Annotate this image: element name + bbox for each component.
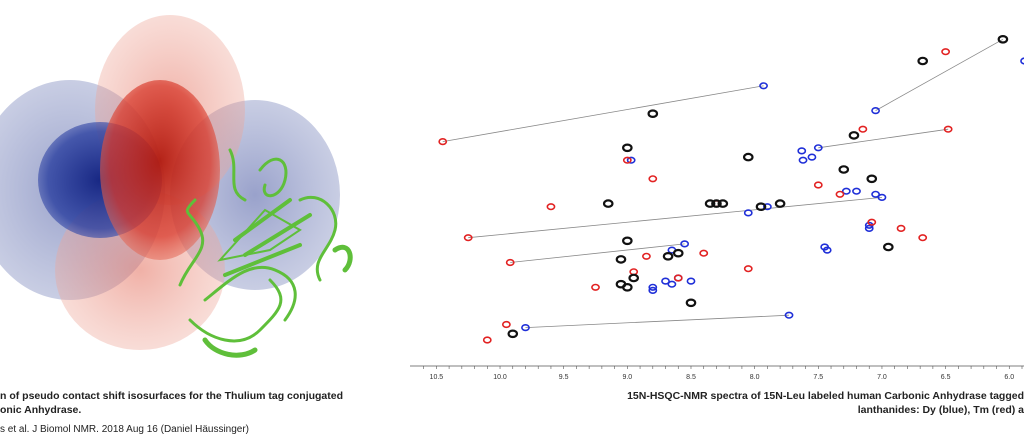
- x-tick-label: 7.0: [877, 374, 887, 381]
- connector-line-4: [510, 243, 685, 263]
- peak-series-0-12: [762, 203, 772, 211]
- connector-line-0: [442, 85, 764, 142]
- protein-cartoon: [178, 148, 353, 358]
- peak-series-0-17: [822, 246, 832, 254]
- peak-series-1-5: [648, 175, 658, 183]
- pcs-isosurface-figure: [0, 15, 353, 358]
- x-axis: 10.5 10.0 9.5 9.0 8.5 8.0 7.5 7.0 6.5 6.0: [410, 365, 1024, 381]
- assignment-connectors: [442, 38, 1004, 328]
- peak-series-2-6: [838, 165, 850, 174]
- peak-series-2-1: [917, 56, 928, 66]
- peak-series-0-25: [521, 324, 530, 332]
- peak-series-0-5: [813, 144, 823, 152]
- spectrum-caption-line-2: lanthanides: Dy (blue), Tm (red) a: [857, 404, 1024, 416]
- peak-series-2-19: [622, 282, 633, 292]
- peak-series-2-23: [755, 202, 767, 212]
- peak-series-2-15: [615, 255, 627, 264]
- peak-series-1-16: [743, 265, 753, 273]
- peak-series-2-8: [602, 199, 614, 208]
- x-tick-label: 9.0: [622, 374, 632, 381]
- x-tick-label: 6.0: [1004, 374, 1014, 381]
- peak-series-2-20: [685, 298, 697, 308]
- peak-series-2-5: [742, 152, 754, 162]
- peak-series-1-18: [673, 274, 683, 282]
- peak-series-2-16: [883, 242, 894, 252]
- peak-series-0-26: [1020, 57, 1024, 65]
- connector-line-1: [875, 38, 1004, 111]
- peak-series-0-14: [680, 240, 690, 248]
- peak-series-1-21: [482, 336, 492, 344]
- peak-series-2-3: [848, 131, 860, 140]
- peak-series-2-0: [997, 34, 1009, 44]
- peak-points: [438, 34, 1024, 344]
- peak-series-0-4: [807, 153, 817, 161]
- peak-series-2-22: [662, 251, 674, 261]
- peak-series-1-9: [813, 181, 823, 189]
- peak-series-1-12: [867, 218, 877, 226]
- peak-series-0-20: [661, 277, 670, 285]
- peak-series-1-11: [896, 224, 906, 232]
- peak-series-2-12: [704, 199, 716, 208]
- peak-series-0-21: [648, 283, 658, 291]
- x-tick-label: 7.5: [813, 374, 823, 381]
- peak-series-1-0: [941, 48, 951, 56]
- hsqc-spectrum-chart: 10.5 10.0 9.5 9.0 8.5 8.0 7.5 7.0 6.5 6.0: [410, 34, 1024, 381]
- peak-series-0-22: [686, 277, 696, 285]
- connector-line-2: [818, 128, 949, 149]
- peak-series-1-13: [918, 234, 928, 242]
- peak-series-2-17: [628, 273, 639, 283]
- peak-series-0-0: [759, 82, 768, 90]
- peak-series-1-10: [463, 234, 473, 242]
- peak-series-1-1: [438, 138, 448, 146]
- peak-series-0-1: [871, 106, 880, 115]
- left-credit: s et al. J Biomol NMR. 2018 Aug 16 (Dani…: [0, 424, 250, 435]
- peak-series-2-4: [622, 143, 633, 153]
- peak-series-2-2: [647, 109, 659, 119]
- peak-series-0-9: [871, 190, 880, 198]
- peak-series-2-9: [774, 199, 786, 208]
- peak-series-0-3: [798, 156, 808, 164]
- peak-series-1-3: [943, 125, 953, 133]
- x-tick-label: 10.0: [493, 374, 507, 381]
- peak-series-0-6: [626, 156, 636, 164]
- peak-series-2-11: [717, 199, 729, 208]
- peak-series-2-21: [507, 329, 519, 339]
- x-tick-label: 6.5: [941, 374, 951, 381]
- peak-series-1-19: [591, 283, 600, 291]
- peak-series-0-7: [841, 187, 851, 195]
- peak-series-0-27: [864, 224, 874, 232]
- peak-series-0-8: [852, 187, 861, 195]
- x-tick-label: 8.0: [750, 374, 760, 381]
- spectrum-caption-line-1: 15N-HSQC-NMR spectra of 15N-Leu labeled …: [627, 390, 1024, 402]
- peak-series-1-4: [622, 156, 632, 164]
- peak-series-0-10: [877, 193, 887, 201]
- peak-series-1-6: [546, 203, 556, 211]
- peak-series-0-23: [648, 286, 658, 295]
- peak-series-1-2: [858, 125, 868, 133]
- peak-series-0-2: [797, 147, 807, 155]
- peak-series-1-20: [699, 249, 709, 257]
- peak-series-1-14: [642, 252, 651, 260]
- peak-series-1-15: [505, 258, 515, 267]
- x-tick-label: 10.5: [430, 374, 444, 381]
- peak-series-0-24: [784, 311, 794, 319]
- peak-series-2-10: [711, 199, 722, 208]
- connector-line-3: [468, 197, 882, 239]
- peak-series-2-7: [866, 174, 878, 184]
- left-caption-line-1: n of pseudo contact shift isosurfaces fo…: [0, 390, 344, 402]
- peak-series-1-22: [501, 320, 511, 329]
- x-tick-label: 9.5: [559, 374, 569, 381]
- connector-line-5: [525, 314, 790, 328]
- peak-series-2-13: [622, 236, 633, 246]
- peak-series-1-7: [835, 190, 845, 198]
- peak-series-0-11: [743, 209, 753, 217]
- left-caption-line-2: onic Anhydrase.: [0, 404, 82, 416]
- x-tick-label: 8.5: [686, 374, 696, 381]
- peak-series-2-14: [672, 248, 684, 258]
- peak-series-0-19: [667, 280, 677, 288]
